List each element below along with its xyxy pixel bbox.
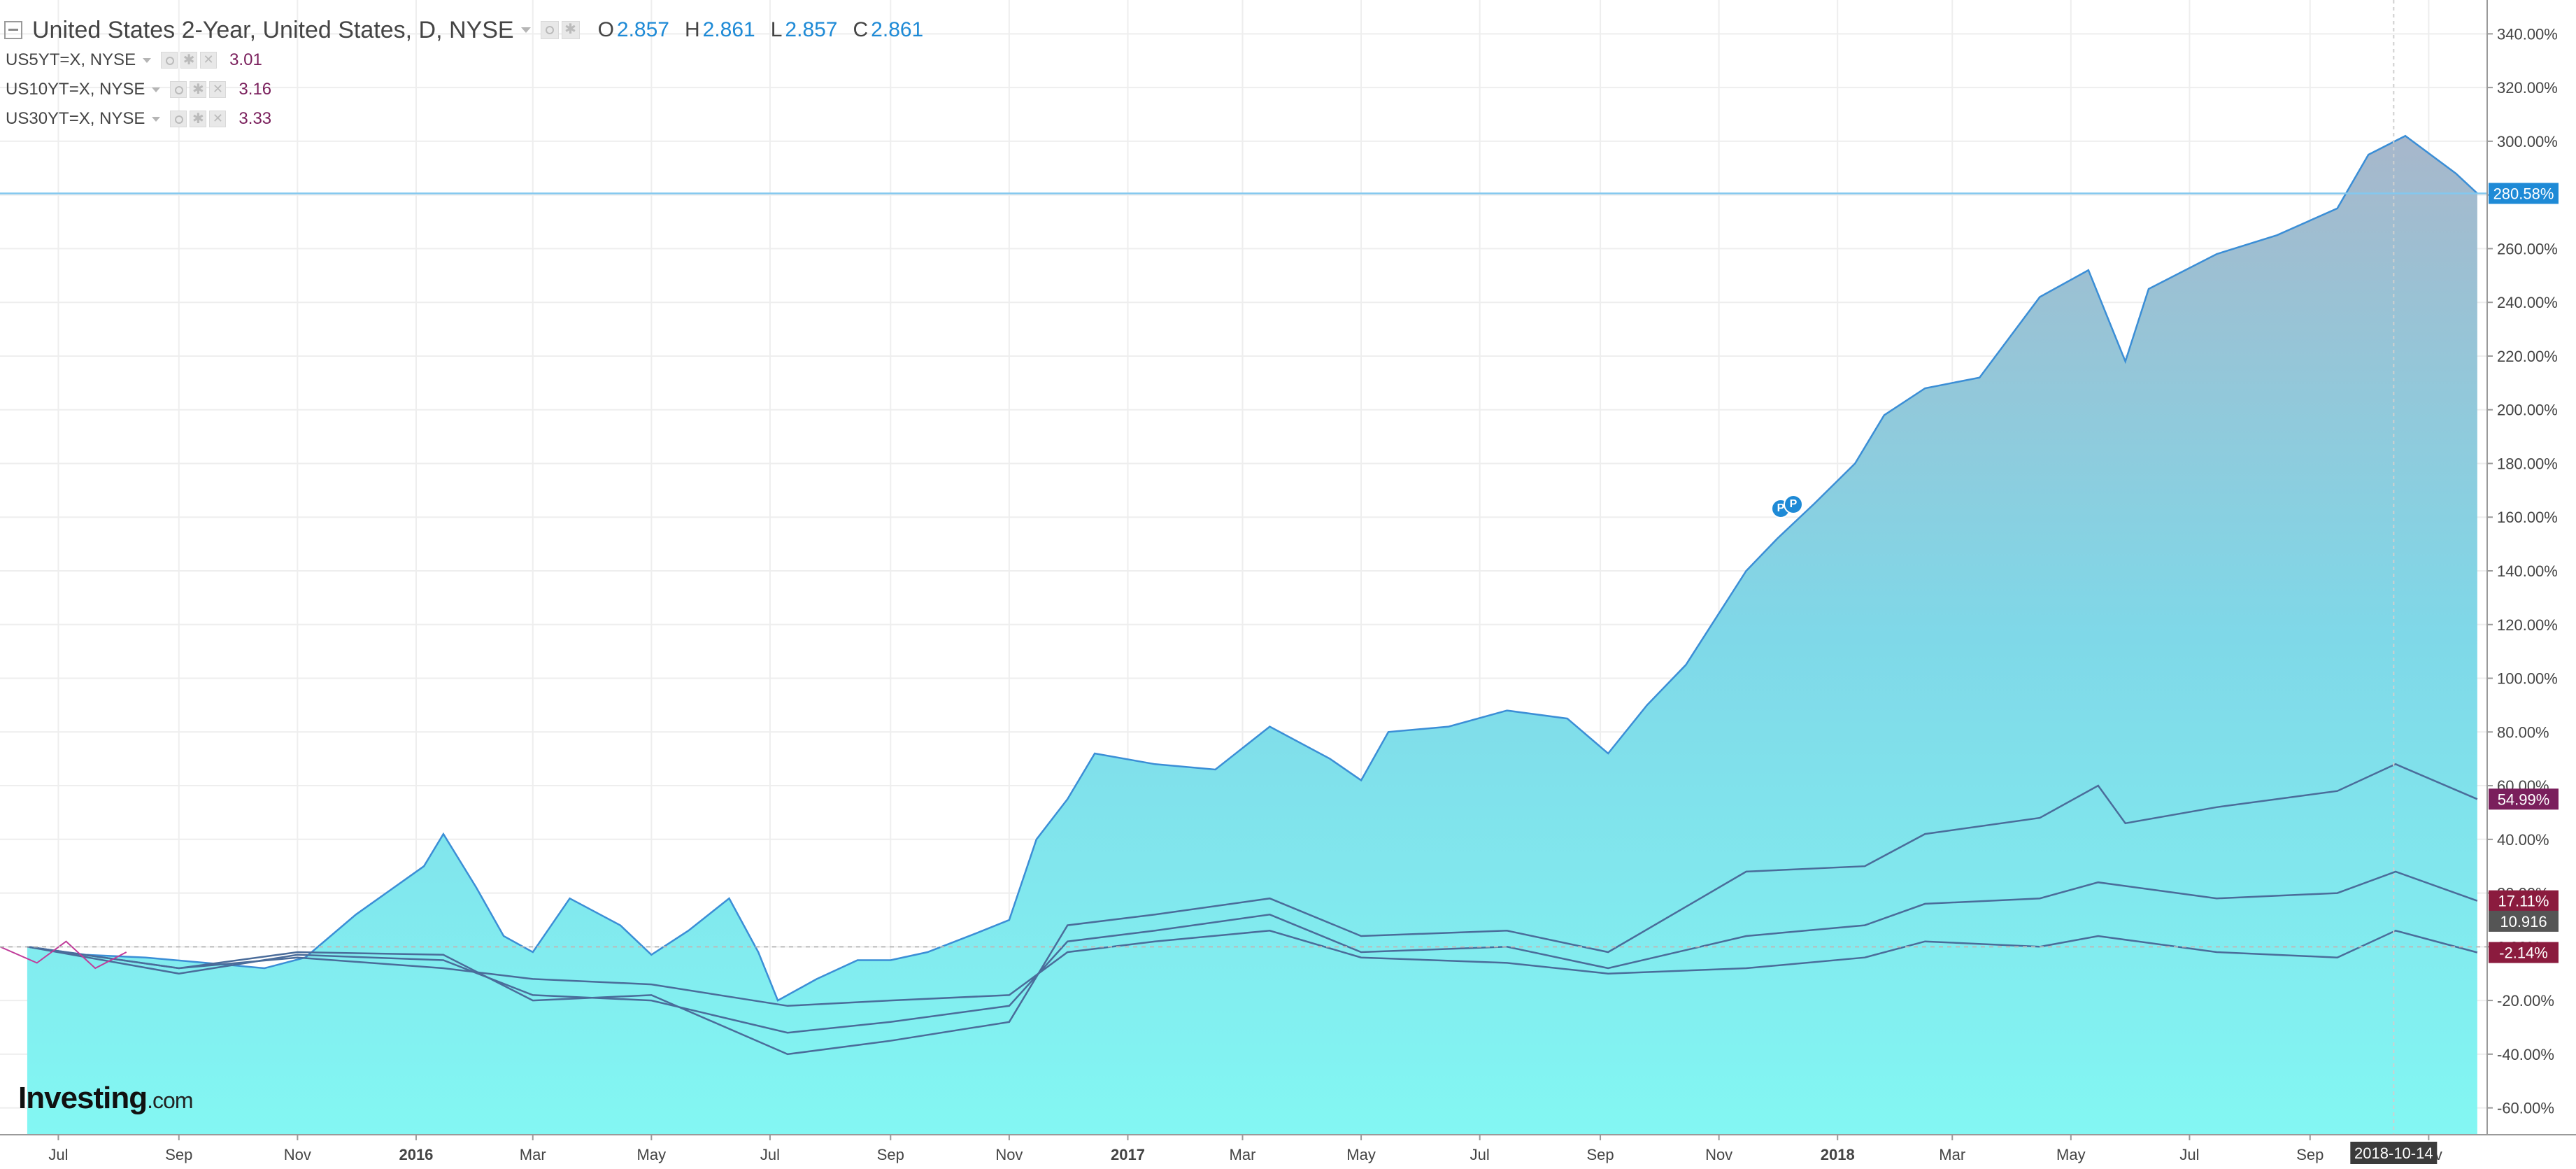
compare-line-1[interactable] [27,763,2478,1056]
y-tick-label: -40.00% [2497,1046,2554,1063]
area-line-us2y[interactable] [27,134,2478,1002]
crosshair-date-label: 2018-10-14 [2354,1145,2433,1162]
value-badge-label: 17.11% [2498,893,2549,910]
event-flag-marker[interactable]: P [1784,495,1803,514]
investing-logo: Investing.com [18,1081,194,1116]
visibility-icon[interactable] [170,111,187,127]
x-tick-label: Sep [1586,1146,1614,1163]
compare-series-value: 3.16 [239,80,272,99]
series-menu-chevron-icon[interactable] [520,27,531,33]
x-tick-label: Jul [2179,1146,2199,1163]
open-label: O [597,18,614,41]
settings-gear-icon[interactable] [190,110,207,127]
x-tick-label: Nov [1705,1146,1732,1163]
collapse-legend-icon[interactable] [4,21,22,39]
settings-gear-icon[interactable] [180,51,198,69]
compare-series-name: US30YT=X, NYSE [6,109,145,128]
logo-text: Investing [18,1081,148,1115]
compare-series-name: US10YT=X, NYSE [6,80,145,99]
value-badge-label: 54.99% [2498,791,2550,808]
y-tick-label: -60.00% [2497,1100,2554,1117]
value-badge [2489,183,2559,204]
low-label: L [770,18,783,41]
crosshair-date-badge [2350,1142,2438,1164]
x-tick-label: Nov [284,1146,311,1163]
main-series-legend: United States 2-Year, United States, D, … [4,13,923,48]
y-tick-label: 100.00% [2497,670,2558,688]
visibility-icon[interactable] [540,21,559,39]
value-badge [2489,910,2559,932]
value-badge-label: -2.14% [2499,944,2548,962]
close-value: 2.861 [871,18,924,41]
compare-series-value: 3.01 [229,50,262,69]
x-tick-label: 2018 [1821,1146,1855,1163]
x-tick-label: Mar [520,1146,546,1163]
remove-series-icon[interactable] [209,81,227,98]
x-tick-label: Mar [1939,1146,1965,1163]
y-tick-label: 180.00% [2497,455,2558,472]
visibility-icon[interactable] [170,81,187,98]
compare-line-magenta [0,940,127,970]
y-tick-label: 40.00% [2497,831,2549,849]
value-badge-label: 10.916 [2500,913,2547,930]
y-tick-label: -20.00% [2497,992,2554,1009]
compare-line-2[interactable] [27,870,2478,1034]
y-tick-label: 340.00% [2497,25,2558,43]
y-tick-label: 80.00% [2497,723,2549,741]
x-tick-label: Sep [877,1146,904,1163]
value-badge [2489,788,2559,810]
area-fill-us2y [27,136,2477,1135]
y-tick-label: 320.00% [2497,79,2558,97]
value-badge [2489,942,2559,963]
compare-legend-row: US10YT=X, NYSE 3.16 [6,77,271,102]
compare-series-value: 3.33 [239,109,272,128]
settings-gear-icon[interactable] [190,80,207,98]
y-tick-label: 200.00% [2497,402,2558,419]
y-tick-label: 220.00% [2497,348,2558,365]
x-tick-label: May [1346,1146,1376,1163]
x-tick-label: Jul [48,1146,68,1163]
compare-menu-chevron-icon[interactable] [152,116,161,122]
compare-legend-row: US5YT=X, NYSE 3.01 [6,48,262,73]
close-label: C [853,18,869,41]
x-tick-label: May [2056,1146,2086,1163]
x-tick-label: Jul [1470,1146,1490,1163]
x-tick-label: Sep [165,1146,192,1163]
x-tick-label: 2016 [399,1146,433,1163]
x-tick-label: May [637,1146,667,1163]
compare-menu-chevron-icon[interactable] [143,57,152,63]
x-tick-label: Jul [760,1146,780,1163]
main-series-title: United States 2-Year, United States, D, … [32,16,514,43]
open-value: 2.857 [616,18,669,41]
remove-series-icon[interactable] [200,52,218,69]
high-value: 2.861 [702,18,755,41]
compare-legend-row: US30YT=X, NYSE 3.33 [6,106,271,132]
settings-gear-icon[interactable] [561,20,580,39]
compare-line-3[interactable] [27,929,2478,1007]
y-tick-label: 300.00% [2497,133,2558,150]
x-tick-label: Sep [2296,1146,2324,1163]
high-label: H [684,18,700,41]
y-tick-label: 240.00% [2497,294,2558,311]
low-value: 2.857 [785,18,838,41]
compare-menu-chevron-icon[interactable] [152,87,161,92]
y-tick-label: 140.00% [2497,562,2558,580]
x-tick-label: Mar [1230,1146,1256,1163]
y-tick-label: 160.00% [2497,509,2558,526]
logo-suffix: .com [147,1088,193,1113]
value-badge [2489,890,2559,912]
x-tick-label: Nov [995,1146,1023,1163]
y-tick-label: 120.00% [2497,616,2558,634]
compare-series-name: US5YT=X, NYSE [6,50,136,69]
value-badge-label: 280.58% [2493,185,2554,202]
y-tick-label: 260.00% [2497,240,2558,257]
remove-series-icon[interactable] [209,111,227,127]
visibility-icon[interactable] [161,52,178,69]
x-tick-label: 2017 [1111,1146,1145,1163]
